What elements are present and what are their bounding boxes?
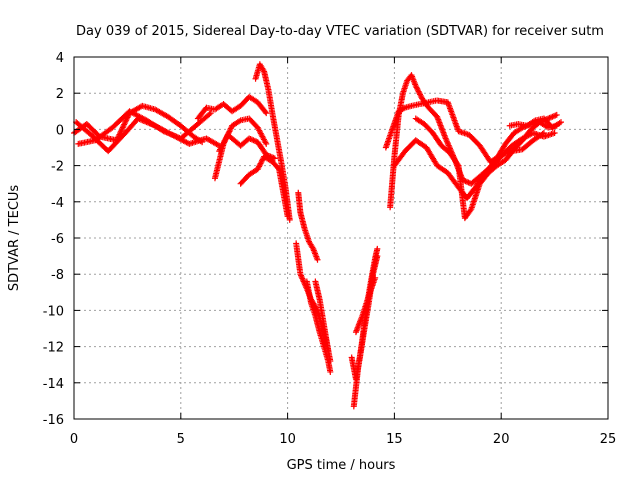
series-track-s — [412, 111, 560, 222]
y-axis-label: SDTVAR / TECUs — [7, 185, 22, 292]
data-point-marker — [374, 253, 381, 260]
y-tick-label: 2 — [56, 87, 64, 102]
y-tick-label: -14 — [43, 377, 64, 392]
series-track-t — [506, 115, 565, 131]
x-tick-label: 10 — [279, 432, 296, 447]
x-axis-label: GPS time / hours — [287, 458, 396, 473]
x-tick-label: 5 — [177, 432, 185, 447]
series-track-o — [352, 274, 379, 336]
data-point-marker — [271, 155, 278, 162]
series-track-c — [75, 108, 214, 147]
x-tick-label: 20 — [493, 432, 510, 447]
data-point-marker — [314, 256, 321, 263]
series-track-r — [391, 130, 558, 202]
y-tick-label: -4 — [51, 196, 64, 211]
y-tick-label: -6 — [51, 232, 64, 247]
data-point-marker — [553, 111, 560, 118]
series-track-i — [295, 189, 321, 263]
x-tick-label: 25 — [600, 432, 617, 447]
data-point-marker — [262, 108, 269, 115]
chart-title: Day 039 of 2015, Sidereal Day-to-day VTE… — [76, 24, 604, 39]
series-track-h — [252, 61, 293, 223]
x-tick-label: 15 — [386, 432, 403, 447]
series-track-l — [312, 278, 334, 365]
data-point-marker — [263, 110, 270, 117]
data-point-marker — [327, 368, 334, 375]
y-tick-label: -2 — [51, 160, 64, 175]
data-point-marker — [286, 216, 293, 223]
data-point-marker — [400, 105, 407, 112]
y-tick-label: 4 — [56, 51, 64, 66]
data-point-marker — [454, 161, 461, 168]
data-marks — [71, 61, 565, 410]
data-point-marker — [372, 274, 379, 281]
data-point-marker — [227, 125, 234, 132]
data-point-marker — [374, 245, 381, 252]
data-point-marker — [327, 358, 334, 365]
series-track-q — [382, 97, 547, 165]
series-track-f — [216, 131, 278, 162]
y-tick-label: -12 — [43, 341, 64, 356]
y-tick-label: -16 — [43, 413, 64, 428]
y-tick-label: 0 — [56, 123, 64, 138]
data-point-marker — [551, 130, 558, 137]
data-point-marker — [207, 110, 214, 117]
y-tick-label: -10 — [43, 304, 64, 319]
data-point-marker — [263, 140, 270, 147]
y-tick-label: -8 — [51, 268, 64, 283]
x-tick-label: 0 — [70, 432, 78, 447]
data-point-marker — [558, 119, 565, 126]
axis-ticks: 0 5 10 15 20 25 -16 -14 -12 -10 -8 -6 -4 -2 0 2 4 — [43, 51, 617, 447]
data-point-marker — [206, 111, 213, 118]
series-track-d — [194, 93, 270, 122]
data-point-marker — [227, 126, 234, 133]
